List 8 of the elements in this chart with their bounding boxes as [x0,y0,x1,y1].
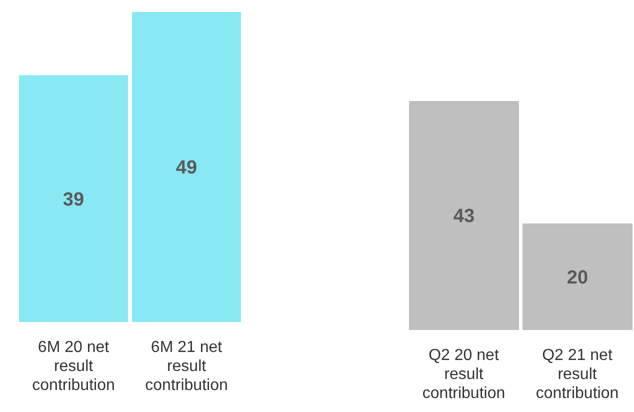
data-label: 20 [566,267,588,288]
x-tick-label: Q2 20 net result contribution [422,347,506,402]
data-label: 39 [62,189,84,210]
data-label: 43 [453,206,475,228]
x-tick-label: 6M 20 net result contribution [32,339,115,394]
data-label: 49 [176,158,198,179]
x-tick-label: 6M 21 net result contribution [145,339,228,394]
x-tick-label: Q2 21 net result contribution [536,347,619,402]
